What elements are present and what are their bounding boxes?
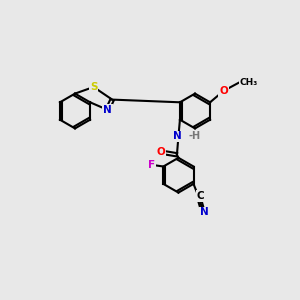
Text: N: N: [172, 131, 181, 141]
Text: O: O: [219, 86, 228, 96]
Text: F: F: [148, 160, 155, 170]
Text: C: C: [196, 191, 204, 201]
Text: -H: -H: [188, 131, 200, 141]
Text: CH₃: CH₃: [239, 78, 257, 87]
Text: S: S: [90, 82, 98, 92]
Text: O: O: [157, 147, 165, 158]
Text: N: N: [200, 207, 208, 218]
Text: N: N: [103, 105, 112, 115]
